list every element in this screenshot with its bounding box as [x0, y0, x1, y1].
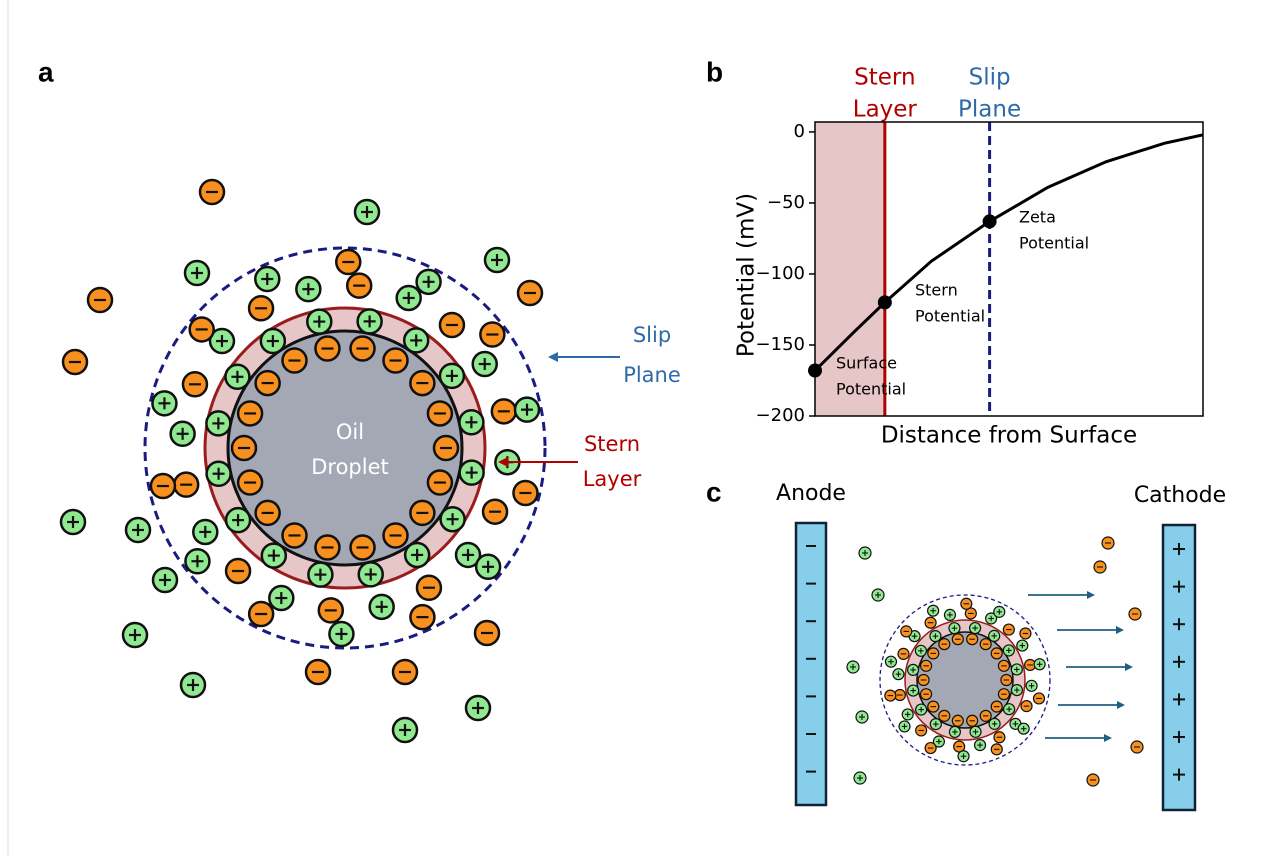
point-label: Potential — [1019, 234, 1089, 253]
y-tick-label: −150 — [756, 334, 805, 355]
vline-label: Slip — [969, 65, 1011, 91]
anode — [796, 523, 826, 805]
y-tick-label: −50 — [767, 192, 805, 213]
stern-label: Stern — [584, 432, 640, 456]
panel-label: c — [706, 476, 722, 507]
anode-label: Anode — [776, 481, 846, 506]
stern-label: Layer — [583, 467, 642, 491]
y-tick-label: −200 — [756, 405, 805, 426]
figure: a Oil Droplet Slip Plane Stern Layer b S… — [0, 0, 1283, 856]
droplet — [228, 331, 462, 565]
cathode-label: Cathode — [1134, 483, 1226, 508]
point-label: Zeta — [1019, 208, 1056, 227]
x-axis-label: Distance from Surface — [881, 423, 1137, 449]
vline-label: Plane — [958, 97, 1021, 123]
panel-label: b — [706, 56, 723, 87]
point-label: Surface — [836, 354, 897, 373]
vline-label: Layer — [853, 97, 918, 123]
y-tick-label: −100 — [756, 263, 805, 284]
y-axis-label: Potential (mV) — [734, 193, 760, 357]
slip-label: Plane — [623, 363, 681, 387]
point-label: Potential — [836, 380, 906, 399]
slip-label: Slip — [633, 323, 671, 347]
vline-label: Stern — [854, 65, 915, 91]
droplet — [917, 632, 1013, 728]
y-tick-label: 0 — [794, 121, 805, 142]
point — [983, 214, 997, 228]
droplet-label: Oil — [336, 420, 364, 444]
panel-label: a — [38, 56, 54, 87]
droplet-label: Droplet — [311, 455, 389, 479]
point-label: Potential — [915, 307, 985, 326]
point — [878, 295, 892, 309]
point-label: Stern — [915, 281, 958, 300]
